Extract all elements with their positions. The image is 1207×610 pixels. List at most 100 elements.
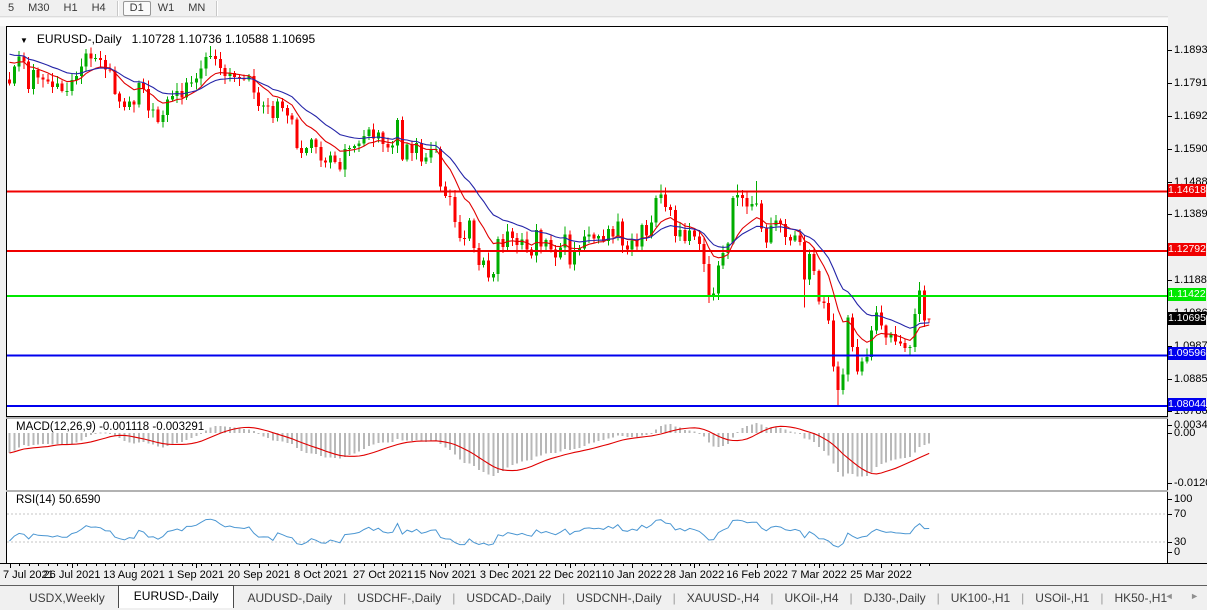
date-minor-tick (833, 564, 834, 566)
tab-separator: | (562, 591, 566, 605)
date-label: 20 Sep 2021 (227, 569, 291, 581)
date-minor-tick (498, 564, 499, 566)
date-minor-tick (747, 564, 748, 566)
macd-pane[interactable] (6, 419, 1168, 490)
macd-chart[interactable] (7, 419, 1167, 490)
tab-scroll-right-icon[interactable]: ► (1190, 591, 1199, 601)
tab-hk50-h1[interactable]: HK50-,H1 (1114, 591, 1168, 605)
date-minor-tick (853, 564, 854, 566)
date-major-tick (10, 564, 11, 568)
chart-title: ▼ EURUSD-,Daily 1.10728 1.10736 1.10588 1.… (20, 32, 315, 46)
rsi-chart[interactable] (7, 492, 1167, 563)
date-minor-tick (19, 564, 20, 566)
date-major-tick (508, 564, 509, 568)
toolbar-gap (0, 18, 1207, 26)
date-minor-tick (163, 564, 164, 566)
date-major-tick (694, 564, 695, 568)
date-minor-tick (824, 564, 825, 566)
symbol-dropdown-icon[interactable]: ▼ (20, 36, 28, 45)
pane-separator[interactable] (6, 490, 1168, 492)
chart-title-symbol: EURUSD-,Daily (36, 32, 122, 46)
date-minor-tick (623, 564, 624, 566)
date-major-tick (196, 564, 197, 568)
price-tick-mark (1168, 214, 1172, 215)
timeframe-button-5[interactable]: 5 (8, 1, 15, 14)
timeframe-button-w1[interactable]: W1 (157, 1, 175, 14)
date-minor-tick (86, 564, 87, 566)
candlestick-chart[interactable] (7, 27, 1167, 416)
date-minor-tick (584, 564, 585, 566)
rsi-pane[interactable] (6, 492, 1168, 563)
level-price-badge: 1.12792 (1168, 243, 1206, 256)
pane-separator[interactable] (6, 417, 1168, 419)
tab-audusd-daily[interactable]: AUDUSD-,Daily (247, 591, 333, 605)
price-tick-mark (1168, 411, 1172, 412)
date-minor-tick (690, 564, 691, 566)
tab-eurusd-daily[interactable]: EURUSD-,Daily (117, 585, 235, 608)
price-tick-mark (1168, 379, 1172, 380)
price-tick-label: 1.11880 (1174, 274, 1207, 286)
date-minor-tick (843, 564, 844, 566)
date-minor-tick (450, 564, 451, 566)
date-minor-tick (489, 564, 490, 566)
rsi-tick-label: 30 (1174, 536, 1187, 548)
date-minor-tick (891, 564, 892, 566)
tab-ukoil-h4[interactable]: UKOil-,H4 (784, 591, 839, 605)
date-major-tick (632, 564, 633, 568)
toolbar-separator (216, 0, 219, 16)
tab-uk100-h1[interactable]: UK100-,H1 (950, 591, 1011, 605)
tab-xauusd-h4[interactable]: XAUUSD-,H4 (686, 591, 760, 605)
rsi-tick-label: 100 (1174, 493, 1193, 505)
date-minor-tick (192, 564, 193, 566)
date-minor-tick (603, 564, 604, 566)
date-major-tick (383, 564, 384, 568)
date-minor-tick (862, 564, 863, 566)
date-minor-tick (57, 564, 58, 566)
price-tick-mark (1168, 116, 1172, 117)
tab-usdchf-daily[interactable]: USDCHF-,Daily (357, 591, 442, 605)
date-minor-tick (527, 564, 528, 566)
timeframe-button-d1[interactable]: D1 (122, 0, 151, 16)
timeframe-button-h4[interactable]: H4 (91, 1, 106, 14)
price-tick-mark (1168, 182, 1172, 183)
date-minor-tick (469, 564, 470, 566)
price-tick-mark (1168, 50, 1172, 51)
tab-usdx-weekly[interactable]: USDX,Weekly (29, 591, 105, 605)
date-minor-tick (738, 564, 739, 566)
date-major-tick (881, 564, 882, 568)
price-axis[interactable]: 1.189301.179101.169201.159001.148801.138… (1168, 0, 1207, 563)
chart-title-ohlc: 1.10728 1.10736 1.10588 1.10695 (131, 32, 316, 46)
tab-separator: | (770, 591, 774, 605)
date-minor-tick (402, 564, 403, 566)
rsi-tick-mark (1168, 499, 1172, 500)
tab-usoil-h1[interactable]: USOil-,H1 (1035, 591, 1090, 605)
date-label: 25 Mar 2022 (850, 569, 912, 581)
tab-usdcnh-daily[interactable]: USDCNH-,Daily (576, 591, 662, 605)
timeframe-button-m30[interactable]: M30 (28, 1, 50, 14)
date-minor-tick (96, 564, 97, 566)
symbol-tab-bar: USDX,Weekly EURUSD-,Daily AUDUSD-,Daily | US… (0, 585, 1207, 610)
date-minor-tick (441, 564, 442, 566)
price-tick-label: 1.18930 (1174, 44, 1207, 56)
tab-scroll-arrows: ◄ ► (1151, 591, 1199, 601)
main-chart-pane[interactable] (6, 26, 1168, 417)
date-minor-tick (354, 564, 355, 566)
tab-separator: | (452, 591, 456, 605)
timeframe-button-mn[interactable]: MN (188, 1, 206, 14)
date-major-tick (72, 564, 73, 568)
timeframe-button-h1[interactable]: H1 (63, 1, 78, 14)
tab-dj30-daily[interactable]: DJ30-,Daily (863, 591, 926, 605)
tab-scroll-left-icon[interactable]: ◄ (1164, 591, 1174, 601)
date-major-tick (259, 564, 260, 568)
date-minor-tick (316, 564, 317, 566)
date-minor-tick (556, 564, 557, 566)
date-minor-tick (517, 564, 518, 566)
date-minor-tick (364, 564, 365, 566)
date-minor-tick (48, 564, 49, 566)
tab-usdcad-daily[interactable]: USDCAD-,Daily (466, 591, 552, 605)
date-axis[interactable]: 7 Jul 2021 26 Jul 2021 13 Aug 2021 1 Sep 20… (0, 563, 1207, 585)
date-major-tick (134, 564, 135, 568)
date-label: 7 Jul 2021 (3, 569, 54, 581)
date-minor-tick (345, 564, 346, 566)
date-major-tick (445, 564, 446, 568)
